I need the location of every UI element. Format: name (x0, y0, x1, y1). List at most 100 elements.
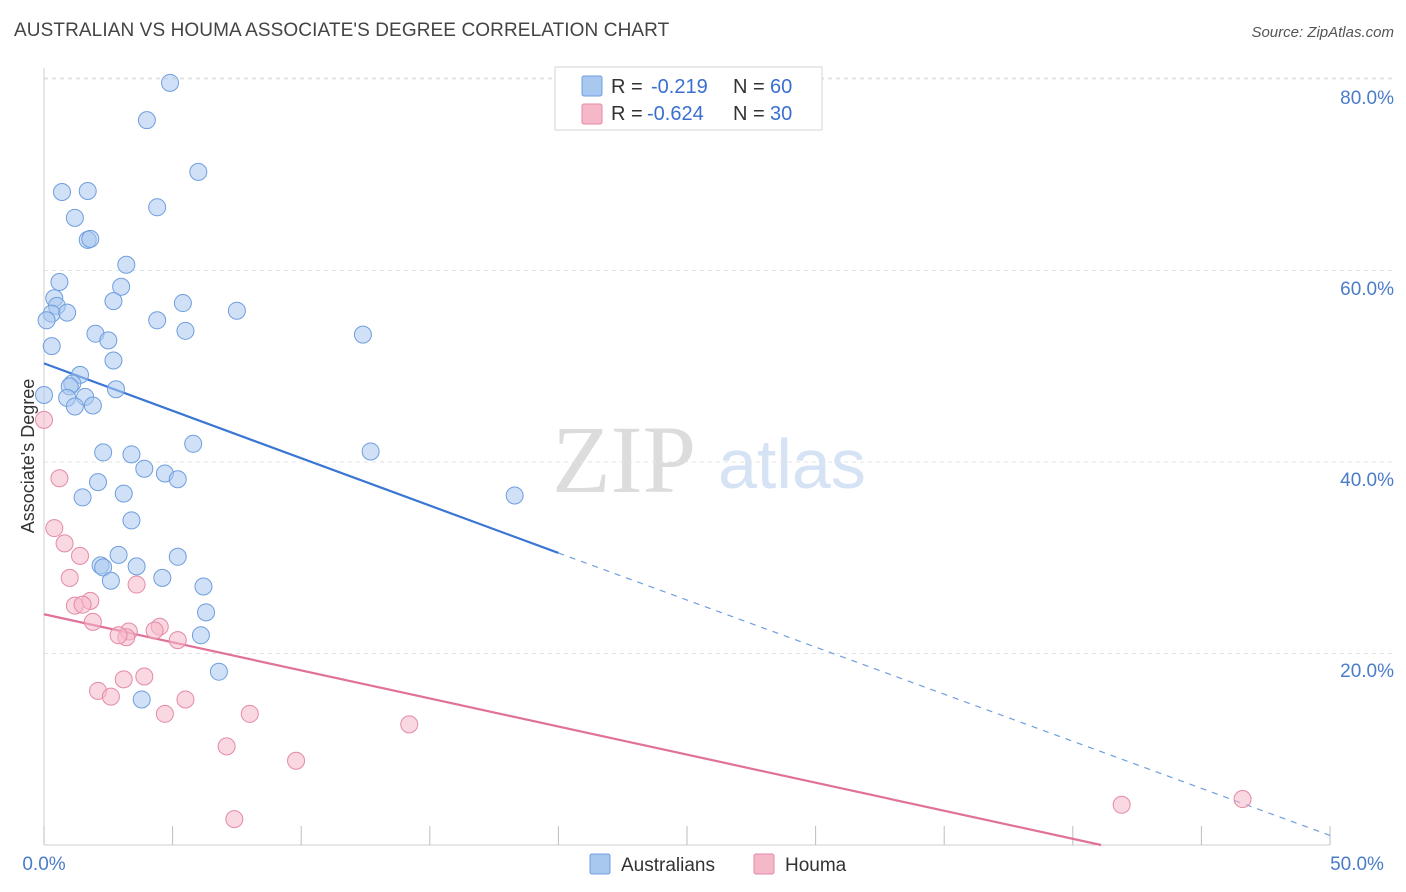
gridlines (44, 77, 1394, 654)
point-australians-53 (153, 568, 172, 587)
point-australians-18 (58, 303, 77, 322)
point-australians-40 (135, 459, 154, 478)
trend-lines (43, 362, 1331, 847)
chart-title: AUSTRALIAN VS HOUMA ASSOCIATE'S DEGREE C… (14, 20, 670, 41)
y-tick-label-60: 60.0% (1340, 279, 1394, 300)
point-houma-21 (176, 690, 195, 709)
trend-australians-solid (43, 362, 559, 554)
point-australians-3 (78, 182, 97, 201)
x-tick-label-min: 0.0% (22, 854, 65, 875)
watermark-zip: ZIP (552, 406, 696, 513)
point-houma-15 (145, 621, 164, 640)
point-australians-45 (505, 486, 524, 505)
bottom-legend-swatch-houma (753, 853, 775, 875)
point-houma-29 (225, 810, 244, 829)
point-australians-55 (194, 577, 213, 596)
point-australians-24 (99, 331, 118, 350)
point-australians-19 (37, 311, 56, 330)
point-australians-10 (50, 272, 69, 291)
point-australians-31 (35, 385, 53, 404)
point-australians-44 (114, 484, 133, 503)
point-houma-17 (135, 667, 154, 686)
point-australians-9 (117, 255, 136, 274)
legend-r-label-1: R = (611, 76, 643, 98)
point-australians-47 (122, 511, 141, 530)
point-australians-8 (81, 229, 100, 248)
legend-n-label-2: N = (733, 103, 765, 125)
source-credit: Source: ZipAtlas.com (1251, 24, 1394, 41)
point-australians-34 (65, 397, 84, 416)
legend-n-label-1: N = (733, 76, 765, 98)
point-houma-18 (114, 670, 133, 689)
point-australians-11 (112, 277, 131, 296)
point-australians-42 (168, 470, 187, 489)
point-australians-49 (168, 547, 187, 566)
bottom-legend-swatch-australians (589, 853, 611, 875)
point-australians-13 (104, 292, 123, 311)
y-tick-label-20: 20.0% (1340, 661, 1394, 682)
data-points (35, 73, 1252, 829)
point-australians-6 (65, 208, 84, 227)
point-houma-4 (71, 546, 90, 565)
point-australians-16 (227, 301, 246, 320)
bottom-legend-houma: Houma (785, 855, 847, 876)
point-australians-2 (189, 162, 208, 181)
point-houma-20 (101, 687, 120, 706)
y-tick-label-80: 80.0% (1340, 88, 1394, 109)
point-houma-16 (168, 631, 187, 650)
point-australians-23 (353, 325, 372, 344)
bottom-legend-australians: Australians (621, 855, 715, 876)
point-australians-37 (361, 442, 380, 461)
point-houma-28 (1233, 790, 1252, 809)
point-australians-26 (104, 351, 123, 370)
legend-swatch-houma (581, 103, 603, 125)
legend-n-value-2: 30 (770, 103, 792, 125)
trend-houma (43, 613, 1102, 847)
point-australians-58 (209, 662, 228, 681)
point-houma-25 (217, 737, 236, 756)
point-houma-24 (400, 715, 419, 734)
y-tick-label-40: 40.0% (1340, 470, 1394, 491)
point-australians-14 (173, 294, 192, 313)
point-australians-54 (101, 571, 120, 590)
x-tick-label-max: 50.0% (1330, 854, 1384, 875)
point-houma-10 (83, 612, 102, 631)
watermark-atlas: atlas (718, 425, 866, 503)
bottom-legend: Australians Houma (589, 853, 847, 876)
y-axis-label: Associate's Degree (18, 379, 38, 534)
point-australians-46 (73, 488, 92, 507)
point-australians-4 (53, 182, 72, 201)
point-houma-23 (240, 704, 259, 723)
point-australians-57 (191, 626, 210, 645)
point-australians-39 (94, 443, 113, 462)
point-australians-5 (148, 198, 167, 217)
point-australians-20 (148, 311, 167, 330)
legend-swatch-australians (581, 75, 603, 97)
point-houma-22 (155, 704, 174, 723)
point-australians-36 (184, 434, 203, 453)
point-houma-3 (55, 534, 74, 553)
point-houma-27 (1112, 795, 1131, 814)
trend-australians-dashed (558, 552, 1331, 836)
point-australians-48 (109, 545, 128, 564)
legend-r-value-1: -0.219 (651, 76, 708, 98)
point-houma-26 (287, 751, 306, 770)
point-australians-25 (42, 337, 61, 356)
point-houma-2 (45, 519, 64, 538)
point-houma-1 (50, 469, 69, 488)
point-australians-51 (127, 557, 146, 576)
legend-r-label-2: R = (611, 103, 643, 125)
legend: R = -0.219 N = 60 R = -0.624 N = 30 (554, 66, 823, 131)
point-houma-6 (127, 575, 146, 594)
legend-n-value-1: 60 (770, 76, 792, 98)
point-australians-21 (176, 321, 195, 340)
point-australians-38 (122, 445, 141, 464)
point-houma-0 (35, 410, 53, 429)
point-houma-9 (73, 595, 92, 614)
point-australians-59 (132, 690, 151, 709)
axes (43, 68, 1331, 846)
point-australians-0 (161, 73, 180, 92)
point-houma-5 (60, 568, 79, 587)
point-australians-1 (137, 111, 156, 130)
